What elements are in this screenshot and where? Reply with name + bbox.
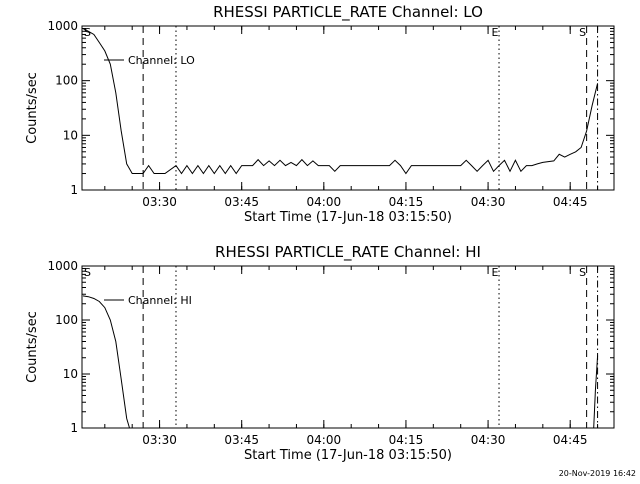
chart-title: RHESSI PARTICLE_RATE Channel: LO bbox=[213, 3, 483, 22]
series-line bbox=[82, 28, 599, 175]
y-tick-label: 10 bbox=[63, 367, 78, 381]
x-tick-label: 03:45 bbox=[224, 433, 259, 447]
plot-frame bbox=[81, 25, 615, 191]
y-tick-label: 10 bbox=[63, 128, 78, 142]
y-axis-label: Counts/sec bbox=[25, 72, 40, 144]
plot-frame bbox=[81, 265, 615, 429]
series-line bbox=[82, 295, 130, 429]
event-marker-label: S bbox=[579, 26, 586, 39]
x-axis-label: Start Time (17-Jun-18 03:15:50) bbox=[244, 448, 452, 463]
event-marker-label: E bbox=[492, 26, 499, 39]
y-tick-label: 1000 bbox=[47, 259, 78, 273]
x-tick-label: 04:45 bbox=[553, 433, 588, 447]
generated-timestamp: 20-Nov-2019 16:42 bbox=[558, 469, 636, 478]
event-marker-label: E bbox=[492, 266, 499, 279]
y-tick-label: 1000 bbox=[47, 19, 78, 33]
y-tick-label: 1 bbox=[70, 183, 78, 197]
x-tick-label: 04:00 bbox=[307, 195, 342, 209]
x-tick-label: 03:45 bbox=[224, 195, 259, 209]
y-axis-label: Counts/sec bbox=[25, 311, 40, 383]
chart-title: RHESSI PARTICLE_RATE Channel: HI bbox=[215, 243, 481, 262]
event-marker-label: S bbox=[579, 266, 586, 279]
x-tick-label: 04:15 bbox=[389, 433, 424, 447]
x-tick-label: 04:30 bbox=[471, 433, 506, 447]
chart-panel-1: RHESSI PARTICLE_RATE Channel: LO 1 10 100 10… bbox=[25, 3, 615, 225]
x-tick-label: 04:45 bbox=[553, 195, 588, 209]
x-tick-label: 04:30 bbox=[471, 195, 506, 209]
event-marker-label: S bbox=[84, 26, 91, 39]
event-marker-label: S bbox=[84, 266, 91, 279]
x-axis-label: Start Time (17-Jun-18 03:15:50) bbox=[244, 210, 452, 225]
chart-panel-2: RHESSI PARTICLE_RATE Channel: HI 1 10 100 10… bbox=[25, 243, 615, 463]
y-tick-label: 100 bbox=[55, 313, 78, 327]
x-tick-label: 03:30 bbox=[142, 433, 177, 447]
x-tick-label: 04:15 bbox=[389, 195, 424, 209]
series-line bbox=[593, 355, 599, 429]
legend-label: Channel: LO bbox=[128, 54, 195, 67]
x-tick-label: 03:30 bbox=[142, 195, 177, 209]
legend-label: Channel: HI bbox=[128, 294, 192, 307]
y-tick-label: 1 bbox=[70, 421, 78, 435]
y-tick-label: 100 bbox=[55, 74, 78, 88]
x-tick-label: 04:00 bbox=[307, 433, 342, 447]
